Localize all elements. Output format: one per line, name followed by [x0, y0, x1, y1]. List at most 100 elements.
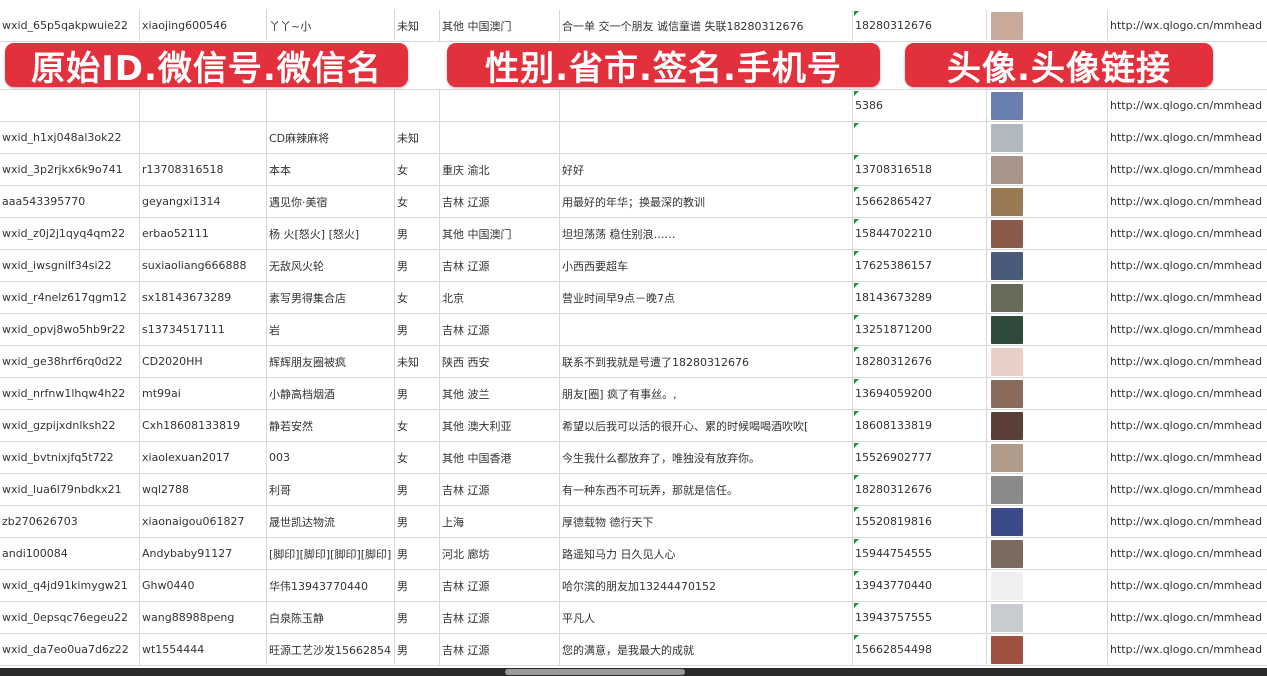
cell-avatar[interactable]: [987, 602, 1108, 633]
cell-region[interactable]: 北京: [440, 282, 560, 313]
cell-wechat-name[interactable]: 华伟13943770440: [267, 570, 395, 601]
cell-signature[interactable]: [560, 90, 853, 121]
cell-phone[interactable]: 15662865427: [853, 186, 987, 217]
cell-avatar-link[interactable]: http://wx.qlogo.cn/mmhead: [1110, 643, 1263, 656]
cell-wechat-name[interactable]: [267, 90, 395, 121]
cell-signature[interactable]: 合一单 交一个朋友 诚信童谱 失联18280312676: [560, 10, 853, 41]
cell-original-id[interactable]: wxid_opvj8wo5hb9r22: [0, 314, 140, 345]
cell-phone[interactable]: 18280312676: [853, 10, 987, 41]
cell-gender[interactable]: 男: [395, 570, 440, 601]
cell-phone[interactable]: 15520819816: [853, 506, 987, 537]
cell-region[interactable]: 重庆 渝北: [440, 154, 560, 185]
cell-gender[interactable]: 男: [395, 250, 440, 281]
cell-wechat-id[interactable]: xiaojing600546: [140, 10, 267, 41]
cell-avatar-link[interactable]: http://wx.qlogo.cn/mmhead: [1110, 227, 1263, 240]
cell-signature[interactable]: 今生我什么都放弃了，唯独没有放弃你。: [560, 442, 853, 473]
cell-wechat-name[interactable]: 岩: [267, 314, 395, 345]
cell-wechat-name[interactable]: CD麻辣麻将: [267, 122, 395, 153]
cell-region[interactable]: 吉林 辽源: [440, 186, 560, 217]
cell-phone[interactable]: 13694059200: [853, 378, 987, 409]
cell-avatar-link[interactable]: http://wx.qlogo.cn/mmhead: [1110, 291, 1263, 304]
cell-region[interactable]: 其他 波兰: [440, 378, 560, 409]
cell-original-id[interactable]: wxid_0epsqc76egeu22: [0, 602, 140, 633]
cell-avatar[interactable]: [987, 154, 1108, 185]
cell-gender[interactable]: 男: [395, 538, 440, 569]
cell-gender[interactable]: 未知: [395, 346, 440, 377]
cell-avatar[interactable]: [987, 314, 1108, 345]
cell-region[interactable]: [440, 122, 560, 153]
cell-original-id[interactable]: wxid_da7eo0ua7d6z22: [0, 634, 140, 665]
cell-wechat-name[interactable]: 本本: [267, 154, 395, 185]
cell-region[interactable]: 陕西 西安: [440, 346, 560, 377]
cell-wechat-id[interactable]: erbao52111: [140, 218, 267, 249]
cell-signature[interactable]: 营业时间早9点－晚7点: [560, 282, 853, 313]
cell-avatar-link[interactable]: http://wx.qlogo.cn/mmhead: [1110, 163, 1263, 176]
cell-gender[interactable]: 女: [395, 282, 440, 313]
cell-signature[interactable]: 平凡人: [560, 602, 853, 633]
cell-region[interactable]: 吉林 辽源: [440, 474, 560, 505]
cell-wechat-id[interactable]: CD2020HH: [140, 346, 267, 377]
cell-region[interactable]: 其他 中国澳门: [440, 218, 560, 249]
cell-avatar[interactable]: [987, 538, 1108, 569]
cell-gender[interactable]: [395, 90, 440, 121]
cell-gender[interactable]: 男: [395, 634, 440, 665]
cell-phone[interactable]: 15662854498: [853, 634, 987, 665]
cell-avatar-link[interactable]: http://wx.qlogo.cn/mmhead: [1110, 195, 1263, 208]
cell-original-id[interactable]: wxid_h1xj048al3ok22: [0, 122, 140, 153]
cell-phone[interactable]: 13943757555: [853, 602, 987, 633]
cell-wechat-id[interactable]: suxiaoliang666888: [140, 250, 267, 281]
cell-phone[interactable]: 13708316518: [853, 154, 987, 185]
cell-signature[interactable]: 厚德载物 德行天下: [560, 506, 853, 537]
cell-avatar[interactable]: [987, 634, 1108, 665]
cell-signature[interactable]: 好好: [560, 154, 853, 185]
cell-wechat-id[interactable]: s13734517111: [140, 314, 267, 345]
cell-region[interactable]: 吉林 辽源: [440, 602, 560, 633]
cell-original-id[interactable]: wxid_65p5qakpwuie22: [0, 10, 140, 41]
cell-wechat-name[interactable]: 晟世凯达物流: [267, 506, 395, 537]
cell-avatar[interactable]: [987, 442, 1108, 473]
cell-wechat-name[interactable]: 无敌风火轮: [267, 250, 395, 281]
cell-original-id[interactable]: wxid_q4jd91kimygw21: [0, 570, 140, 601]
cell-wechat-id[interactable]: geyangxi1314: [140, 186, 267, 217]
cell-phone[interactable]: 15526902777: [853, 442, 987, 473]
cell-region[interactable]: 吉林 辽源: [440, 314, 560, 345]
cell-avatar[interactable]: [987, 218, 1108, 249]
cell-wechat-name[interactable]: 辉辉朋友圈被疯: [267, 346, 395, 377]
cell-avatar-link[interactable]: http://wx.qlogo.cn/mmhead: [1110, 259, 1263, 272]
cell-wechat-id[interactable]: [140, 90, 267, 121]
cell-gender[interactable]: 男: [395, 314, 440, 345]
cell-gender[interactable]: 未知: [395, 10, 440, 41]
cell-signature[interactable]: 坦坦荡荡 稳住别浪……: [560, 218, 853, 249]
cell-wechat-name[interactable]: 遇见你·美宿: [267, 186, 395, 217]
cell-phone[interactable]: 13251871200: [853, 314, 987, 345]
cell-avatar-link[interactable]: http://wx.qlogo.cn/mmhead: [1110, 579, 1263, 592]
cell-wechat-name[interactable]: 小静高档烟酒: [267, 378, 395, 409]
cell-wechat-id[interactable]: Cxh18608133819: [140, 410, 267, 441]
cell-avatar[interactable]: [987, 474, 1108, 505]
cell-wechat-id[interactable]: Ghw0440: [140, 570, 267, 601]
cell-gender[interactable]: 女: [395, 186, 440, 217]
cell-region[interactable]: 吉林 辽源: [440, 634, 560, 665]
cell-gender[interactable]: 未知: [395, 122, 440, 153]
cell-phone[interactable]: 15844702210: [853, 218, 987, 249]
cell-signature[interactable]: 联系不到我就是号遭了18280312676: [560, 346, 853, 377]
cell-wechat-id[interactable]: wang88988peng: [140, 602, 267, 633]
cell-avatar[interactable]: [987, 10, 1108, 41]
cell-wechat-name[interactable]: 白泉陈玉静: [267, 602, 395, 633]
cell-signature[interactable]: 有一种东西不可玩弄，那就是信任。: [560, 474, 853, 505]
cell-original-id[interactable]: wxid_lua6l79nbdkx21: [0, 474, 140, 505]
cell-original-id[interactable]: zb270626703: [0, 506, 140, 537]
cell-gender[interactable]: 女: [395, 154, 440, 185]
cell-signature[interactable]: 希望以后我可以活的很开心、累的时候喝喝酒吹吹[: [560, 410, 853, 441]
cell-wechat-name[interactable]: 003: [267, 442, 395, 473]
cell-phone[interactable]: 18608133819: [853, 410, 987, 441]
cell-original-id[interactable]: [0, 90, 140, 121]
cell-original-id[interactable]: wxid_nrfnw1lhqw4h22: [0, 378, 140, 409]
cell-avatar[interactable]: [987, 250, 1108, 281]
cell-original-id[interactable]: aaa543395770: [0, 186, 140, 217]
cell-wechat-id[interactable]: wt1554444: [140, 634, 267, 665]
cell-signature[interactable]: 用最好的年华；换最深的教训: [560, 186, 853, 217]
cell-signature[interactable]: 朋友[圈] 疯了有事丝。,: [560, 378, 853, 409]
cell-signature[interactable]: 路遥知马力 日久见人心: [560, 538, 853, 569]
cell-gender[interactable]: 男: [395, 602, 440, 633]
